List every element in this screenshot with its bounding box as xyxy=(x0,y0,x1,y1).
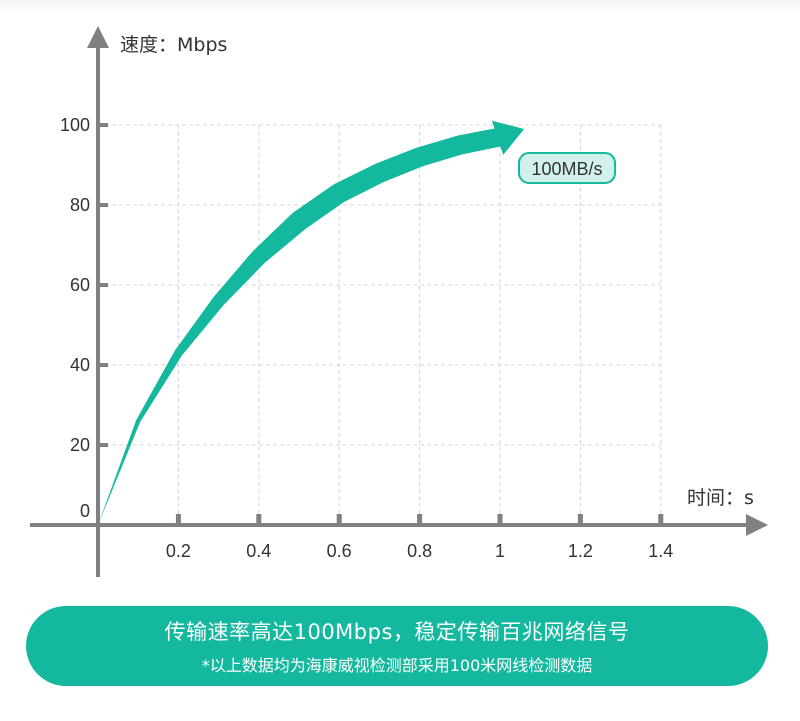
y-tick-mark xyxy=(98,203,108,207)
axes xyxy=(30,26,768,577)
x-axis-arrow xyxy=(746,514,768,536)
y-tick-label: 60 xyxy=(70,275,90,295)
x-tick-mark xyxy=(336,514,342,525)
annotation-label: 100MB/s xyxy=(531,159,602,179)
y-tick-mark xyxy=(98,443,108,447)
top-shade xyxy=(0,0,800,12)
ticks: 0.2 0.4 0.6 0.8 1 1.2 1.4 0 20 40 60 80 100 xyxy=(60,115,673,561)
x-tick-mark xyxy=(658,514,664,525)
x-tick-mark xyxy=(577,514,583,525)
y-axis-label: 速度：Mbps xyxy=(120,34,227,56)
y-axis-arrow xyxy=(87,26,109,48)
x-tick-mark xyxy=(175,514,181,525)
banner-title: 传输速率高达100Mbps，稳定传输百兆网络信号 xyxy=(164,620,630,644)
x-tick-mark xyxy=(256,514,262,525)
summary-banner: 传输速率高达100Mbps，稳定传输百兆网络信号 *以上数据均为海康威视检测部采… xyxy=(26,606,768,686)
x-tick-label: 1.2 xyxy=(568,541,593,561)
y-tick-mark xyxy=(98,123,108,127)
y-tick-label: 100 xyxy=(60,115,90,135)
x-tick-mark xyxy=(417,514,423,525)
y-tick-label: 20 xyxy=(70,435,90,455)
x-tick-label: 0.8 xyxy=(407,541,432,561)
x-tick-label: 0.4 xyxy=(246,541,271,561)
x-tick-label: 1 xyxy=(495,541,505,561)
grid xyxy=(98,124,662,525)
x-tick-label: 0.6 xyxy=(327,541,352,561)
speed-curve-arrow xyxy=(98,120,525,525)
y-tick-label: 0 xyxy=(80,501,90,521)
y-tick-mark xyxy=(98,363,108,367)
x-tick-mark xyxy=(497,514,503,525)
x-tick-label: 1.4 xyxy=(648,541,673,561)
x-axis-label: 时间：s xyxy=(687,487,754,509)
banner-note: *以上数据均为海康威视检测部采用100米网线检测数据 xyxy=(201,656,593,675)
y-tick-label: 80 xyxy=(70,195,90,215)
annotation-badge: 100MB/s xyxy=(518,152,616,184)
y-tick-label: 40 xyxy=(70,355,90,375)
y-tick-mark xyxy=(98,283,108,287)
x-tick-label: 0.2 xyxy=(166,541,191,561)
